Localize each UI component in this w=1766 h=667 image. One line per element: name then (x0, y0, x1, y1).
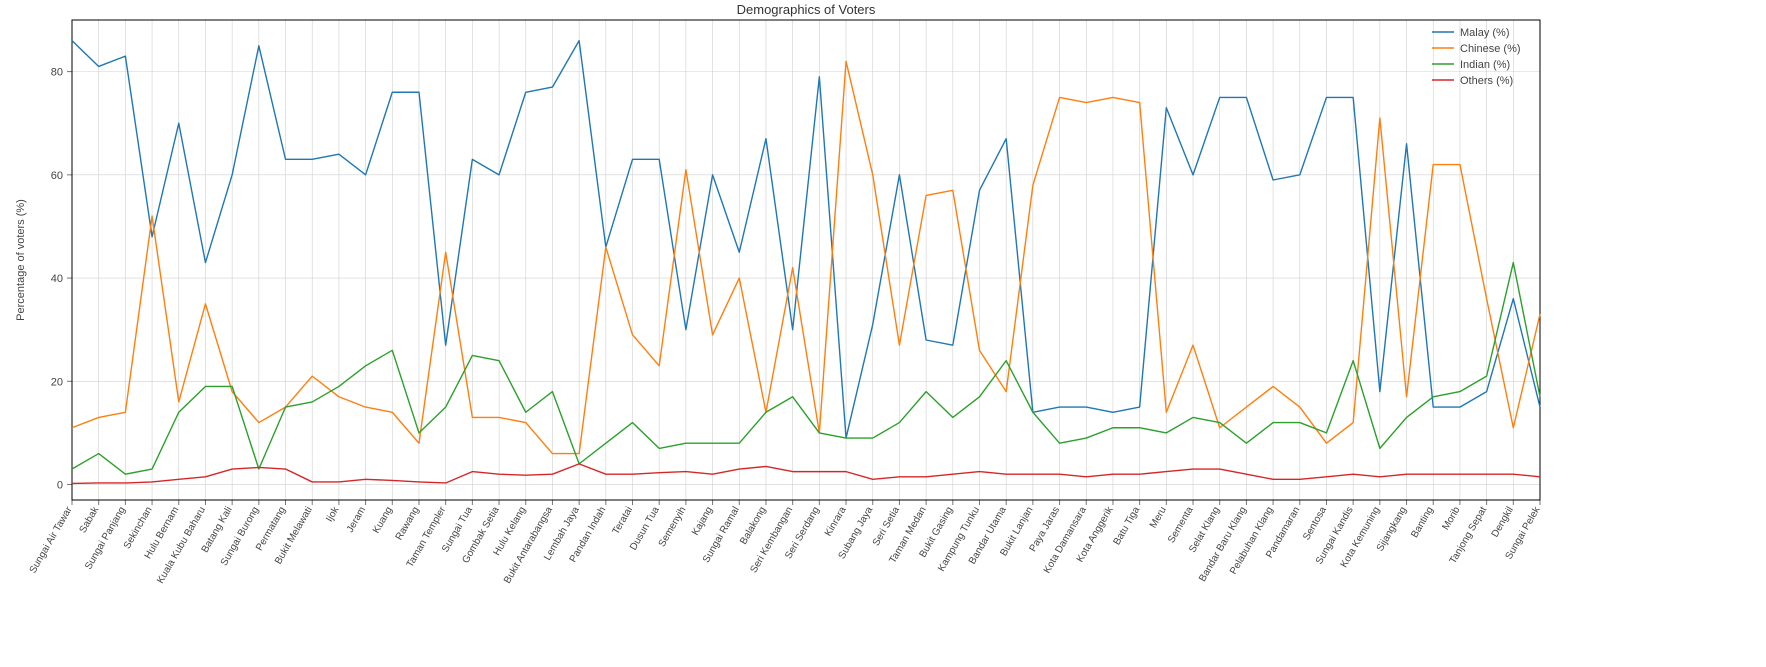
chart-bg (0, 0, 1766, 667)
y-tick-label: 20 (51, 376, 63, 388)
chart-container: Demographics of Voters020406080Sungai Ai… (0, 0, 1766, 667)
legend-label: Chinese (%) (1460, 43, 1521, 55)
legend-label: Others (%) (1460, 75, 1513, 87)
y-tick-label: 60 (51, 170, 63, 182)
legend-label: Malay (%) (1460, 27, 1510, 39)
y-axis-label: Percentage of voters (%) (15, 199, 27, 321)
y-tick-label: 0 (57, 480, 63, 492)
y-tick-label: 40 (51, 273, 63, 285)
legend-label: Indian (%) (1460, 59, 1510, 71)
chart-title: Demographics of Voters (737, 2, 876, 17)
y-tick-label: 80 (51, 67, 63, 79)
